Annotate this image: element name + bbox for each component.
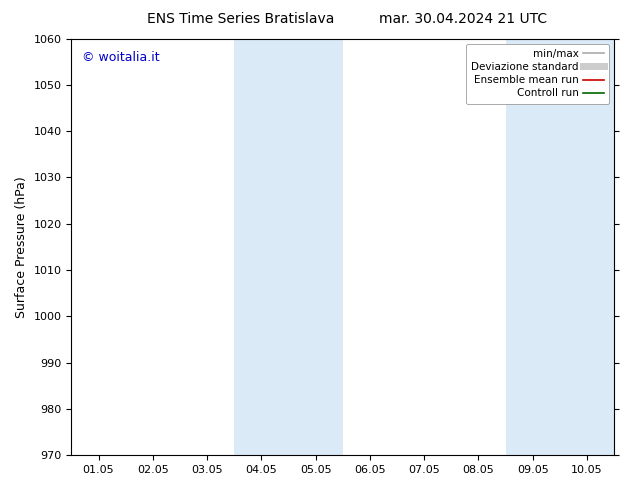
Bar: [560, 39, 614, 455]
Text: ENS Time Series Bratislava: ENS Time Series Bratislava: [147, 12, 335, 26]
Text: © woitalia.it: © woitalia.it: [82, 51, 160, 64]
Bar: [288, 39, 343, 455]
Bar: [505, 39, 560, 455]
Legend: min/max, Deviazione standard, Ensemble mean run, Controll run: min/max, Deviazione standard, Ensemble m…: [466, 44, 609, 103]
Bar: [234, 39, 288, 455]
Y-axis label: Surface Pressure (hPa): Surface Pressure (hPa): [15, 176, 28, 318]
Text: mar. 30.04.2024 21 UTC: mar. 30.04.2024 21 UTC: [378, 12, 547, 26]
